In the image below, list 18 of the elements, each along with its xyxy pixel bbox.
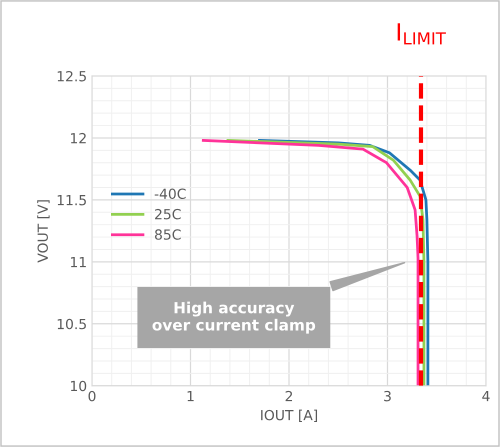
x-axis-title: IOUT [A] bbox=[261, 410, 318, 422]
x-tick-label: 2 bbox=[286, 390, 292, 402]
x-tick-label: 0 bbox=[88, 390, 96, 402]
y-tick-label: 12.5 bbox=[58, 70, 86, 82]
legend-label: -40C bbox=[154, 188, 186, 200]
y-axis-title: VOUT [V] bbox=[37, 200, 50, 263]
y-tick-label: 11 bbox=[70, 257, 86, 268]
y-tick-label: 11.5 bbox=[58, 195, 86, 206]
x-tick-label: 3 bbox=[384, 390, 391, 402]
y-tick-label: 10.5 bbox=[58, 318, 86, 330]
y-tick-label: 10 bbox=[70, 380, 86, 392]
x-tick-label: 4 bbox=[482, 391, 490, 402]
ref-line-label: I$_{LIMIT}$ bbox=[398, 23, 446, 44]
legend-label: 85C bbox=[154, 229, 181, 240]
x-tick-label: 1 bbox=[188, 391, 194, 402]
annotation: High accuracy over current clamp bbox=[152, 302, 316, 334]
y-tick-label: 12 bbox=[70, 132, 86, 144]
legend-label: 25C bbox=[155, 208, 181, 220]
